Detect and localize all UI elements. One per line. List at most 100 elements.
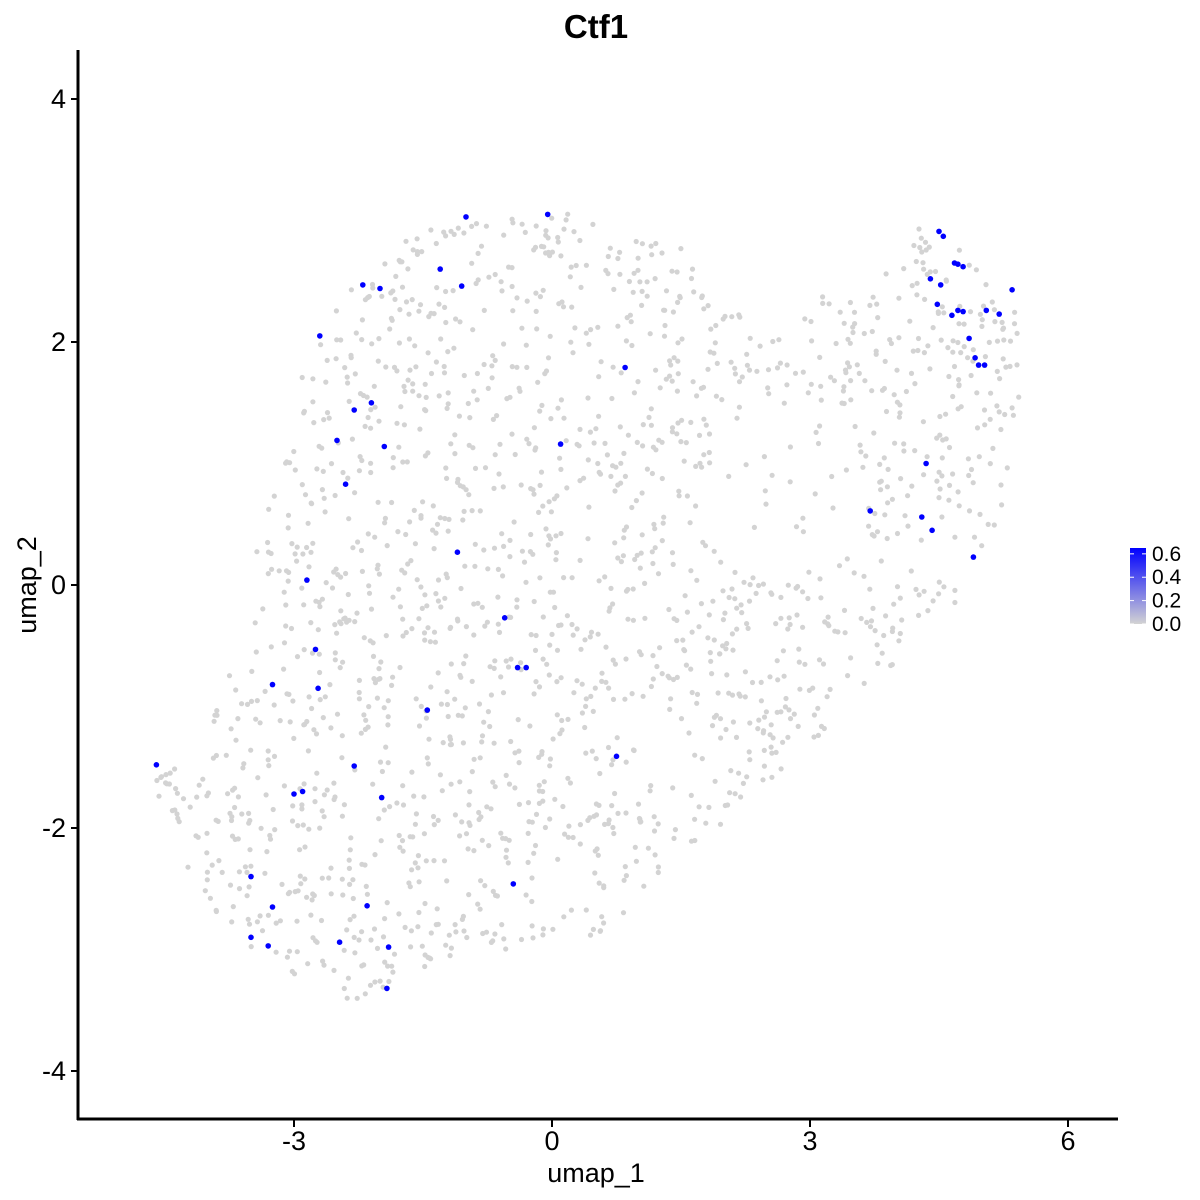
background-cell-point [548, 416, 554, 422]
background-cell-point [795, 583, 801, 590]
background-cell-point [990, 445, 996, 451]
background-cell-point [593, 812, 600, 818]
background-cell-point [310, 935, 316, 941]
background-cell-point [589, 748, 595, 754]
background-cell-point [396, 911, 402, 917]
background-cell-point [389, 499, 395, 506]
y-tick-label: -2 [42, 813, 66, 843]
background-cell-point [365, 724, 371, 730]
background-cell-point [452, 451, 458, 457]
expressed-cell-point [269, 904, 276, 910]
background-cell-point [501, 543, 507, 550]
background-cell-point [550, 736, 556, 742]
background-cell-point [350, 877, 356, 883]
background-cell-point [925, 608, 931, 614]
background-cell-point [227, 810, 233, 816]
background-cell-point [601, 883, 607, 889]
background-cell-point [565, 211, 571, 217]
background-cell-point [543, 526, 549, 532]
background-cell-point [235, 836, 241, 842]
background-cell-point [698, 385, 705, 391]
background-cell-point [196, 782, 202, 788]
background-cell-point [924, 271, 930, 277]
background-cell-point [648, 683, 655, 690]
background-cell-point [549, 631, 555, 638]
background-cell-point [976, 454, 982, 460]
background-cell-point [426, 736, 432, 742]
background-cell-point [433, 591, 439, 597]
background-cell-point [358, 547, 365, 554]
background-cell-point [531, 598, 537, 605]
background-cell-point [697, 460, 703, 466]
background-cell-point [582, 724, 588, 731]
background-cell-point [846, 364, 853, 370]
background-cell-point [366, 583, 372, 589]
background-cell-point [310, 376, 316, 382]
background-cell-point [400, 633, 406, 639]
background-cell-point [526, 441, 532, 447]
background-cell-point [313, 731, 320, 737]
background-cell-point [839, 400, 845, 406]
background-cell-point [402, 388, 408, 395]
background-cell-point [423, 858, 429, 864]
background-cell-point [503, 946, 509, 952]
background-cell-point [443, 465, 449, 471]
background-cell-point [324, 410, 331, 416]
background-cell-point [455, 225, 461, 231]
background-cell-point [174, 811, 180, 817]
background-cell-point [808, 318, 814, 325]
background-cell-point [439, 788, 445, 794]
background-cell-point [826, 301, 832, 307]
expressed-cell-point [317, 333, 323, 339]
background-cell-point [780, 739, 786, 745]
background-cell-point [533, 223, 539, 229]
background-cell-point [746, 598, 753, 604]
background-cell-point [405, 377, 411, 383]
background-cell-point [706, 612, 712, 618]
background-cell-point [382, 520, 388, 526]
background-cell-point [918, 235, 924, 241]
background-cell-point [815, 732, 822, 739]
background-cell-point [442, 515, 448, 522]
background-cell-point [285, 512, 292, 518]
background-cell-point [941, 310, 947, 316]
background-cell-point [633, 498, 640, 504]
background-cell-point [934, 478, 940, 484]
background-cell-point [511, 519, 517, 525]
background-cell-point [696, 624, 702, 630]
background-cell-point [276, 568, 282, 574]
background-cell-point [569, 575, 575, 581]
background-cell-point [204, 830, 210, 836]
background-cell-point [818, 595, 824, 601]
background-cell-point [717, 821, 724, 827]
background-cell-point [675, 420, 681, 426]
background-cell-point [867, 302, 873, 308]
background-cell-point [847, 340, 853, 346]
background-cell-point [265, 539, 271, 546]
background-cell-point [998, 426, 1004, 433]
background-cell-point [751, 524, 758, 531]
background-cell-point [781, 673, 787, 679]
background-cell-point [709, 671, 715, 677]
background-cell-point [599, 678, 605, 685]
background-cell-point [354, 995, 360, 1001]
background-cell-point [563, 438, 569, 444]
background-cell-point [936, 495, 942, 501]
background-cell-point [842, 630, 848, 636]
background-cell-point [414, 251, 420, 257]
background-cell-point [396, 444, 402, 450]
background-cell-point [318, 342, 324, 348]
background-cell-point [625, 432, 632, 438]
background-cell-point [498, 674, 504, 680]
background-cell-point [399, 838, 406, 844]
background-cell-point [946, 444, 953, 451]
background-cell-point [389, 317, 395, 323]
background-cell-point [230, 904, 236, 910]
background-cell-point [568, 264, 574, 270]
background-cell-point [341, 947, 347, 953]
background-cell-point [322, 509, 328, 515]
expressed-cell-point [613, 753, 620, 760]
background-cell-point [597, 770, 603, 777]
background-cell-point [371, 383, 377, 389]
background-cell-point [517, 388, 523, 394]
